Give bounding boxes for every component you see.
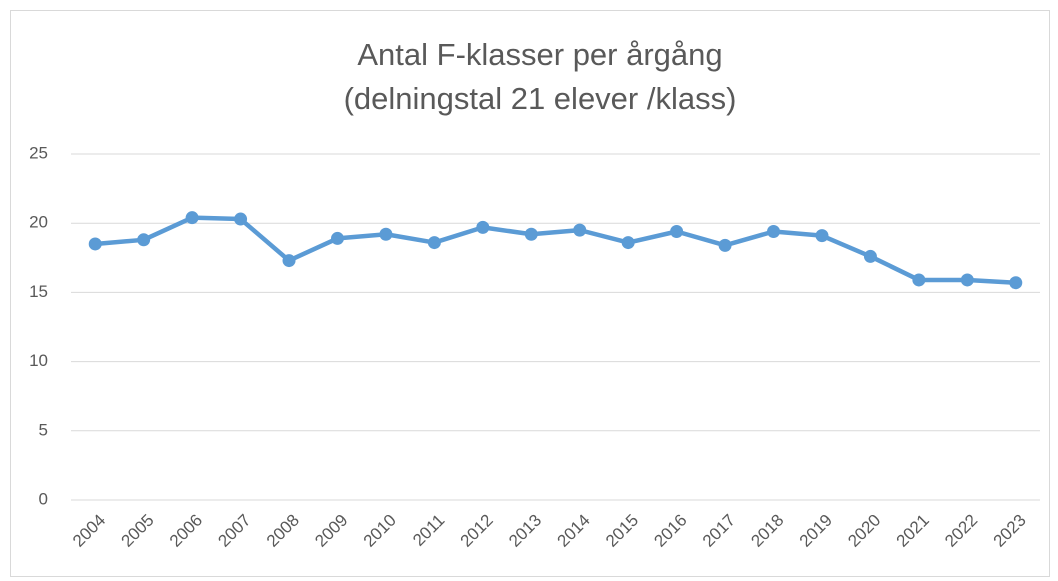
marker [137,233,151,247]
marker [815,229,829,243]
y-tick-label: 10 [29,351,48,370]
marker [330,231,344,245]
marker [718,238,732,252]
y-tick-label: 5 [39,420,48,439]
marker [621,236,635,250]
y-tick-label: 20 [29,213,48,232]
marker [234,212,248,226]
marker [427,236,441,250]
marker [573,223,587,237]
marker [863,249,877,263]
chart-title: Antal F-klasser per årgång [357,37,722,72]
marker [912,273,926,287]
marker [185,211,199,225]
line [95,215,1016,285]
y-tick-label: 15 [29,282,48,301]
marker [524,227,538,241]
marker [767,225,781,239]
marker [88,237,102,251]
y-tick-label: 0 [39,489,48,508]
chart-subtitle: (delningstal 21 elever /klass) [344,81,737,116]
marker [670,225,684,239]
y-tick-label: 25 [29,143,48,162]
marker [1009,276,1023,290]
marker [960,273,974,287]
marker [282,254,296,268]
marker [379,227,393,241]
chart-border [10,10,1050,577]
marker [476,220,490,234]
